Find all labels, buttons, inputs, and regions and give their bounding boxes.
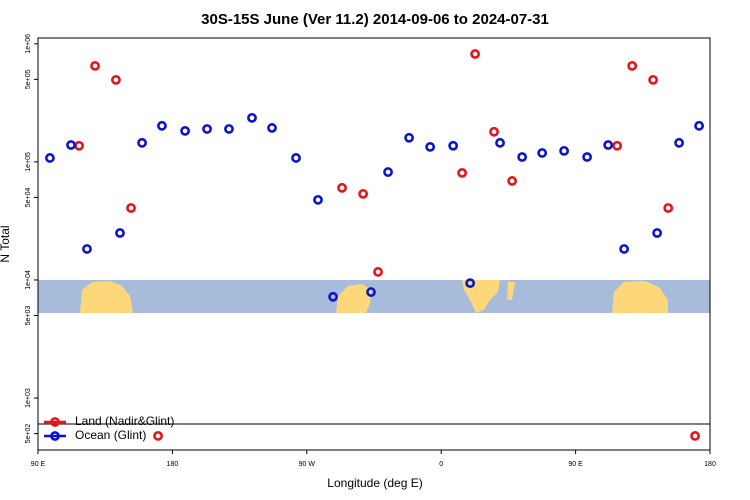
x-tick-label: 180 — [167, 461, 179, 468]
y-tick-label: 1e+04 — [25, 270, 32, 290]
y-tick-label: 1e+05 — [25, 152, 32, 172]
point — [470, 49, 480, 59]
point — [694, 120, 704, 131]
point — [582, 152, 592, 162]
point — [202, 124, 212, 134]
point — [126, 203, 136, 213]
point — [627, 61, 638, 71]
point — [690, 430, 700, 441]
point — [66, 140, 76, 150]
point — [358, 188, 368, 199]
point — [224, 124, 234, 134]
point — [157, 120, 167, 131]
point — [153, 430, 163, 441]
point — [603, 140, 614, 150]
x-axis-label: Longitude (deg E) — [327, 476, 422, 490]
point — [74, 140, 84, 151]
point — [495, 137, 505, 148]
point — [489, 126, 499, 137]
point — [328, 291, 338, 302]
legend-label: Land (Nadir&Glint) — [75, 414, 174, 428]
y-tick-label: 5e+02 — [25, 424, 32, 444]
point — [559, 145, 570, 156]
y-tick-label: 5e+04 — [25, 187, 32, 207]
point — [619, 244, 630, 254]
point — [45, 153, 55, 163]
point — [82, 244, 92, 254]
point — [648, 74, 659, 85]
point — [465, 278, 476, 289]
point — [337, 182, 347, 193]
point — [137, 137, 147, 148]
x-tick-label: 90 E — [568, 461, 583, 468]
y-tick-label: 5e+03 — [25, 306, 32, 326]
y-tick-label: 1e+03 — [25, 388, 32, 408]
point — [115, 228, 125, 238]
chart-title: 30S-15S June (Ver 11.2) 2014-09-06 to 20… — [201, 11, 549, 28]
x-tick-label: 90 E — [31, 461, 46, 468]
point — [674, 137, 684, 148]
point — [507, 176, 518, 186]
point — [652, 228, 663, 238]
y-tick-label: 5e+05 — [25, 69, 32, 89]
point — [383, 167, 393, 177]
y-axis-label: N Total — [0, 225, 12, 262]
point — [267, 123, 277, 133]
point — [425, 141, 436, 152]
map-background — [38, 280, 710, 313]
point — [111, 74, 121, 85]
point — [517, 152, 528, 162]
point — [373, 267, 383, 277]
point — [663, 203, 674, 213]
point — [537, 148, 548, 158]
x-tick-label: 90 W — [299, 461, 316, 468]
point — [180, 125, 190, 136]
point — [366, 287, 376, 297]
x-tick-label: 0 — [439, 461, 443, 468]
legend-label: Ocean (Glint) — [75, 428, 146, 442]
legend-marker — [50, 431, 60, 441]
x-tick-label: 180 — [704, 461, 716, 468]
point — [247, 112, 257, 123]
y-tick-label: 1e+06 — [25, 34, 32, 54]
plot-frame — [37, 37, 711, 451]
point — [448, 140, 459, 151]
point — [291, 153, 301, 163]
point — [457, 167, 468, 178]
point — [313, 194, 323, 205]
point — [404, 132, 414, 143]
point — [612, 140, 623, 151]
point — [90, 61, 100, 71]
legend-marker — [50, 417, 60, 427]
